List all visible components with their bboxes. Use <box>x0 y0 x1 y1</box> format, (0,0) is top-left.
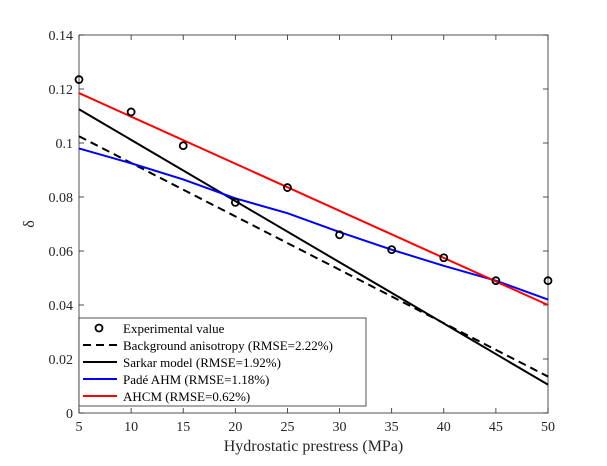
x-tick-label: 30 <box>333 420 347 435</box>
data-point <box>126 107 136 117</box>
series-line-4 <box>78 92 549 306</box>
x-tick-label: 15 <box>176 420 190 435</box>
y-tick-label: 0.06 <box>49 245 74 260</box>
data-point <box>74 75 84 84</box>
series-line-3 <box>78 147 549 301</box>
y-tick-label: 0 <box>66 407 73 422</box>
y-tick-label: 0.02 <box>49 353 74 368</box>
data-point <box>543 276 553 286</box>
data-point <box>178 141 188 151</box>
x-tick-label: 45 <box>489 420 503 435</box>
series-line-2 <box>78 108 549 386</box>
legend-entry: Background anisotropy (RMSE=2.22%) <box>123 338 333 353</box>
legend-entry: AHCM (RMSE=0.62%) <box>123 389 250 404</box>
data-point <box>335 230 344 240</box>
legend-entry: Experimental value <box>123 321 225 336</box>
data-point <box>283 183 292 192</box>
x-tick-label: 10 <box>124 420 138 435</box>
data-point <box>491 276 501 286</box>
x-tick-label: 35 <box>385 420 399 435</box>
data-point <box>230 197 240 207</box>
legend-box <box>78 317 367 407</box>
data-point <box>387 245 397 255</box>
legend-marker <box>94 323 104 333</box>
legend-entry: Padé AHM (RMSE=1.18%) <box>123 372 269 387</box>
data-point <box>439 253 449 263</box>
y-tick-label: 0.12 <box>49 83 74 98</box>
x-tick-label: 50 <box>541 420 555 435</box>
legend-entry: Sarkar model (RMSE=1.92%) <box>123 355 281 370</box>
series-line-1 <box>78 135 549 378</box>
y-tick-label: 0.1 <box>56 137 74 152</box>
x-tick-label: 25 <box>280 420 294 435</box>
y-tick-label: 0.08 <box>49 191 74 206</box>
y-tick-label: 0.04 <box>49 299 74 314</box>
x-tick-label: 40 <box>437 420 451 435</box>
y-axis-label: δ <box>21 220 38 228</box>
x-tick-label: 20 <box>228 420 242 435</box>
x-axis-label: Hydrostatic prestress (MPa) <box>224 438 404 455</box>
x-tick-label: 5 <box>76 420 83 435</box>
y-tick-label: 0.14 <box>49 29 74 44</box>
